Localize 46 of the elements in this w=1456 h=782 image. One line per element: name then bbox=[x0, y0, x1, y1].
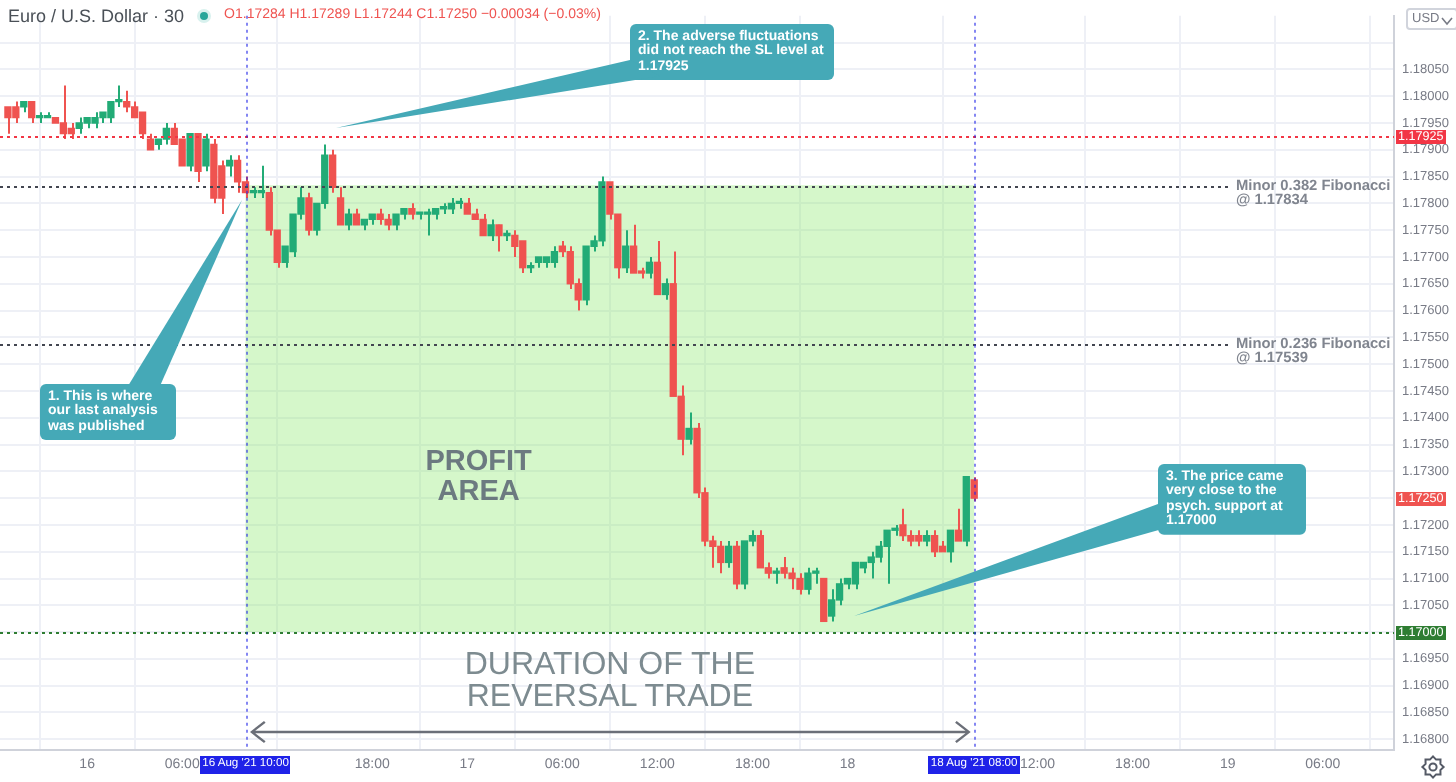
candlestick bbox=[194, 132, 202, 183]
candlestick bbox=[740, 539, 749, 591]
band-label: PROFIT AREA bbox=[423, 446, 534, 508]
candlestick bbox=[756, 529, 765, 569]
candlestick bbox=[946, 529, 955, 564]
candlestick bbox=[883, 529, 891, 585]
candlestick bbox=[59, 84, 68, 141]
candlestick bbox=[12, 100, 20, 124]
candlestick bbox=[123, 89, 131, 114]
candlestick bbox=[344, 207, 353, 232]
candlestick bbox=[820, 577, 828, 623]
candlestick bbox=[622, 229, 630, 275]
candlestick bbox=[487, 218, 495, 242]
candlestick bbox=[550, 245, 559, 269]
candlestick bbox=[186, 132, 194, 173]
candlestick bbox=[899, 507, 907, 542]
candlestick bbox=[796, 572, 804, 596]
candlestick bbox=[717, 539, 725, 575]
candlestick bbox=[329, 148, 337, 194]
candlestick bbox=[851, 561, 860, 591]
candlestick bbox=[645, 255, 654, 280]
candlestick bbox=[653, 239, 662, 296]
candlestick bbox=[827, 588, 836, 623]
candlestick bbox=[685, 411, 693, 446]
candlestick bbox=[930, 529, 939, 559]
candlestick bbox=[233, 154, 242, 194]
candlestick bbox=[28, 100, 36, 124]
candlestick bbox=[305, 191, 313, 237]
candlestick bbox=[226, 154, 234, 178]
candlestick bbox=[202, 132, 210, 173]
candlestick bbox=[725, 539, 733, 569]
candlestick bbox=[661, 277, 669, 301]
candlestick bbox=[954, 507, 963, 542]
candlestick bbox=[780, 556, 788, 580]
candlestick bbox=[629, 223, 638, 275]
chart-title: Euro / U.S. Dollar · 30 bbox=[8, 6, 185, 26]
annotation: DURATION OF THE REVERSAL TRADE bbox=[462, 648, 758, 714]
candlestick bbox=[4, 105, 12, 135]
candlestick bbox=[970, 476, 978, 503]
candlestick bbox=[479, 213, 487, 237]
candlestick bbox=[732, 539, 741, 591]
candlestick bbox=[495, 223, 503, 253]
candlestick bbox=[424, 207, 432, 237]
candlestick bbox=[804, 566, 812, 596]
candlestick bbox=[336, 186, 345, 226]
candlestick bbox=[867, 550, 875, 580]
